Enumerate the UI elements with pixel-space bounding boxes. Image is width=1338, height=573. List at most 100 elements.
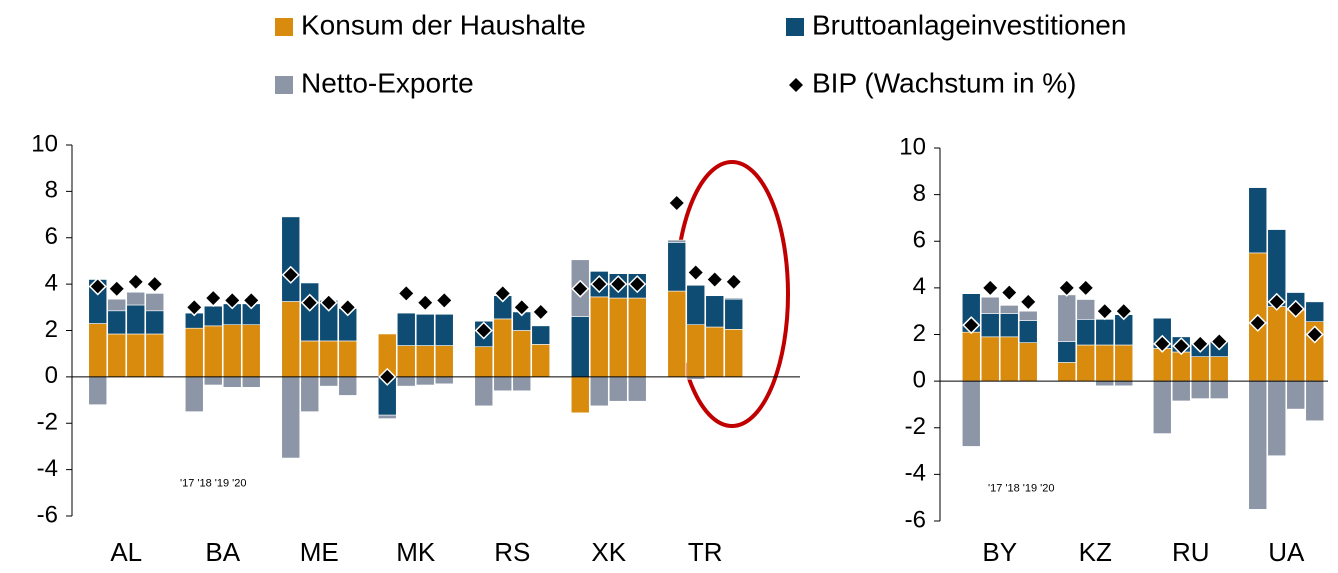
bar-segment bbox=[241, 324, 261, 378]
diamond-marker bbox=[1172, 337, 1191, 356]
bar-segment bbox=[1190, 356, 1210, 382]
diamond-marker bbox=[686, 263, 705, 282]
y-tick-label: 0 bbox=[913, 366, 926, 393]
bar-segment bbox=[1114, 380, 1134, 387]
x-category-label: ME bbox=[300, 537, 339, 567]
diamond-marker bbox=[300, 293, 319, 312]
diamond-marker bbox=[435, 291, 454, 310]
y-tick-label: 6 bbox=[913, 227, 926, 254]
bar-segment bbox=[589, 296, 609, 378]
bar-segment bbox=[627, 297, 647, 378]
bar-segment bbox=[999, 313, 1019, 338]
bar-segment bbox=[1248, 380, 1268, 510]
bar-segment bbox=[724, 329, 744, 378]
bar-segment bbox=[1209, 356, 1229, 382]
diamond-marker bbox=[126, 272, 145, 291]
bar-segment bbox=[222, 376, 242, 388]
bar-segment bbox=[203, 376, 223, 386]
bar-segment bbox=[493, 376, 513, 392]
diamond-marker bbox=[571, 279, 590, 298]
bar-segment bbox=[1095, 319, 1115, 346]
bar-segment bbox=[1305, 380, 1325, 422]
x-category-label: BY bbox=[982, 537, 1017, 567]
bar-segment bbox=[474, 346, 494, 378]
bar-segment bbox=[396, 312, 416, 346]
x-category-label: AL bbox=[110, 537, 142, 567]
diamond-marker bbox=[1095, 302, 1114, 321]
diamond-marker bbox=[319, 293, 338, 312]
bar-segment bbox=[1076, 319, 1096, 346]
bar-segment bbox=[570, 316, 590, 378]
bar-segment bbox=[415, 345, 435, 378]
bar-segment bbox=[493, 318, 513, 378]
bar-segment bbox=[145, 293, 165, 312]
diamond-marker bbox=[1076, 278, 1095, 297]
bar-segment bbox=[1057, 362, 1077, 382]
legend-key bbox=[275, 18, 293, 36]
legend-label: Bruttoanlageinvestitionen bbox=[812, 9, 1126, 40]
diamond-marker bbox=[223, 291, 242, 310]
legend-key bbox=[786, 18, 804, 36]
bar-segment bbox=[980, 313, 1000, 338]
bar-segment bbox=[281, 376, 301, 459]
bar-segment bbox=[980, 296, 1000, 314]
diamond-marker bbox=[185, 298, 204, 317]
bar-segment bbox=[107, 310, 127, 335]
bar-segment bbox=[1018, 310, 1038, 321]
y-tick-label: -2 bbox=[905, 413, 926, 440]
x-category-label: TR bbox=[688, 537, 723, 567]
bar-segment bbox=[1286, 309, 1306, 382]
diamond-marker bbox=[1191, 334, 1210, 353]
bar-segment bbox=[1209, 380, 1229, 399]
y-tick-label: 4 bbox=[45, 269, 58, 296]
bar-segment bbox=[686, 284, 706, 326]
bar-segment bbox=[961, 380, 981, 447]
annotation: '17 '18 '19 '20 bbox=[180, 477, 247, 489]
diamond-marker bbox=[981, 278, 1000, 297]
x-category-label: BA bbox=[205, 537, 240, 567]
bar-segment bbox=[667, 290, 687, 378]
bar-segment bbox=[570, 376, 590, 414]
bar-segment bbox=[705, 326, 725, 378]
bar-segment bbox=[474, 376, 494, 407]
annotation: '17 '18 '19 '20 bbox=[988, 482, 1055, 494]
x-category-label: MK bbox=[396, 537, 436, 567]
diamond-marker bbox=[242, 291, 261, 310]
bar-segment bbox=[107, 333, 127, 378]
bar-segment bbox=[126, 291, 146, 306]
bar-segment bbox=[396, 376, 416, 387]
y-tick-label: -2 bbox=[37, 409, 58, 436]
bar-segment bbox=[1152, 380, 1172, 434]
x-category-label: RU bbox=[1172, 537, 1210, 567]
diamond-marker bbox=[1019, 292, 1038, 311]
diamond-marker bbox=[1114, 302, 1133, 321]
diamond-marker bbox=[1057, 278, 1076, 297]
bar-segment bbox=[1286, 380, 1306, 410]
bar-segment bbox=[300, 282, 320, 342]
diamond-marker bbox=[609, 275, 628, 294]
y-tick-label: 2 bbox=[913, 320, 926, 347]
legend-label: Netto-Exporte bbox=[301, 67, 474, 98]
bar-segment bbox=[184, 376, 204, 412]
legend-key bbox=[789, 78, 803, 92]
diamond-marker bbox=[1210, 332, 1229, 351]
bar-segment bbox=[203, 325, 223, 378]
diamond-marker bbox=[724, 272, 743, 291]
diamond-marker bbox=[107, 279, 126, 298]
bar-segment bbox=[1057, 294, 1077, 342]
bar-segment bbox=[589, 376, 609, 407]
bar-segment bbox=[338, 340, 358, 378]
y-tick-label: 8 bbox=[913, 180, 926, 207]
bar-segment bbox=[705, 295, 725, 328]
diamond-marker bbox=[338, 298, 357, 317]
bar-segment bbox=[608, 376, 628, 402]
y-tick-label: 4 bbox=[913, 273, 926, 300]
bar-segment bbox=[88, 323, 108, 378]
diamond-marker bbox=[204, 288, 223, 308]
y-tick-label: -4 bbox=[905, 460, 926, 487]
bar-segment bbox=[319, 376, 339, 387]
bar-segment bbox=[1248, 187, 1268, 254]
bar-segment bbox=[1190, 380, 1210, 399]
y-tick-label: -6 bbox=[905, 506, 926, 533]
